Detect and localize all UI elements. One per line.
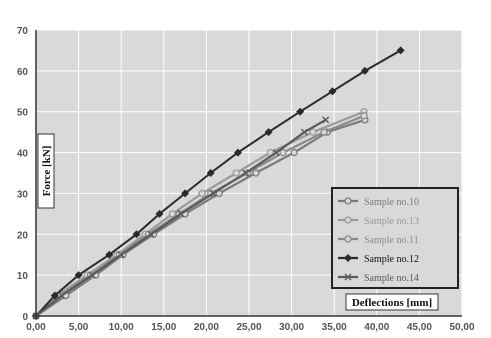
x-tick-label: 5,00 — [69, 322, 89, 333]
x-tick-label: 25,00 — [236, 322, 261, 333]
legend-item: Sample no.11 — [338, 235, 419, 246]
tick-labels: 0,00 5,00 10,00 15,00 20,00 25,00 30,00 35,00 40… — [17, 26, 475, 333]
data-point — [132, 230, 141, 239]
data-point — [168, 210, 176, 218]
x-tick-label: 35,00 — [322, 322, 347, 333]
data-point — [147, 230, 155, 238]
y-tick-label: 40 — [17, 149, 29, 160]
data-point — [117, 251, 125, 259]
legend-label: Sample no.14 — [364, 273, 419, 284]
x-axis-title-box: Deflections [mm] — [345, 293, 439, 311]
legend: Sample no.10 Sample no.13 Sample no.11 Samp… — [331, 187, 459, 289]
legend-marker — [344, 273, 352, 281]
legend-label: Sample no.12 — [364, 254, 419, 265]
y-tick-label: 0 — [22, 312, 28, 323]
legend-item: Sample no.10 — [338, 197, 419, 208]
y-tick-label: 50 — [17, 108, 29, 119]
data-point — [279, 148, 287, 157]
data-point — [209, 189, 217, 197]
legend-marker — [344, 254, 352, 262]
legend-marker — [344, 235, 352, 243]
data-point — [50, 291, 59, 300]
x-axis-title-frame — [345, 293, 439, 311]
data-point — [309, 128, 317, 136]
data-point — [360, 66, 369, 75]
data-point — [232, 169, 240, 177]
x-tick-label: 15,00 — [151, 322, 176, 333]
data-point — [328, 87, 337, 96]
data-point — [88, 271, 96, 279]
y-axis-title: Force [kN] — [41, 146, 53, 197]
y-tick-label: 20 — [17, 230, 29, 241]
y-tick-label: 60 — [17, 67, 29, 78]
x-tick-label: 50,00 — [449, 322, 474, 333]
data-point — [322, 116, 330, 124]
series-4 — [32, 46, 405, 320]
data-point — [58, 292, 66, 300]
legend-label: Sample no.13 — [364, 216, 419, 227]
data-point — [181, 189, 190, 198]
series-line — [35, 49, 402, 317]
legend-item: Sample no.12 — [338, 254, 419, 265]
y-axis-title-box: Force [kN] — [37, 133, 55, 209]
y-tick-label: 10 — [17, 271, 29, 282]
x-tick-label: 40,00 — [364, 322, 389, 333]
x-tick-label: 0,00 — [26, 322, 46, 333]
data-point — [198, 189, 206, 198]
legend-marker — [344, 216, 352, 224]
data-point — [296, 107, 305, 116]
y-axis-title-frame — [37, 133, 55, 209]
data-point — [300, 128, 308, 136]
x-tick-label: 10,00 — [109, 322, 134, 333]
data-point — [320, 128, 328, 136]
y-tick-label: 30 — [17, 189, 29, 200]
data-point — [177, 210, 185, 218]
data-point — [206, 169, 215, 177]
series-5 — [32, 116, 330, 320]
data-point — [74, 271, 83, 280]
legend-marker — [344, 197, 352, 205]
data-point — [233, 148, 242, 157]
legend-item: Sample no.14 — [338, 273, 419, 284]
legend-label: Sample no.10 — [364, 197, 419, 208]
y-tick-label: 70 — [17, 26, 29, 37]
data-point — [272, 149, 280, 157]
data-point — [290, 148, 298, 157]
data-point — [264, 128, 273, 137]
legend-item: Sample no.13 — [338, 216, 419, 227]
data-point — [396, 46, 405, 55]
x-tick-label: 20,00 — [194, 322, 219, 333]
x-tick-label: 45,00 — [407, 322, 432, 333]
series-layer — [32, 46, 405, 320]
legend-label: Sample no.11 — [364, 235, 419, 246]
data-point — [360, 112, 368, 120]
data-point — [252, 169, 260, 177]
data-point — [155, 209, 164, 218]
data-point — [105, 250, 114, 259]
axes — [35, 30, 462, 317]
x-axis-title: Deflections [mm] — [352, 297, 432, 309]
data-point — [242, 169, 250, 177]
x-tick-label: 30,00 — [279, 322, 304, 333]
